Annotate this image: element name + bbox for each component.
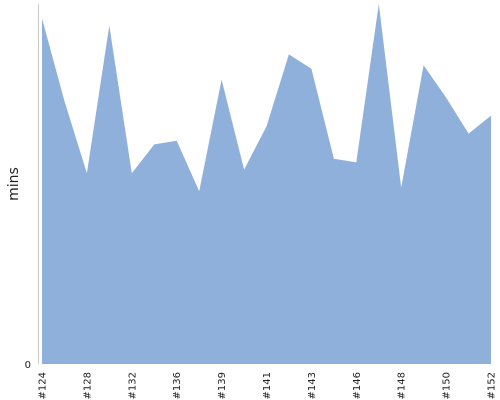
x-tick-label-132: #132 (127, 372, 138, 399)
x-tick-label-150: #150 (442, 372, 453, 399)
x-tick-labels: #124 #128 #132 #136 #139 #141 #143 #146 #148 #150… (38, 372, 498, 399)
x-tick-label-136: #136 (172, 372, 183, 399)
area-series (42, 4, 491, 364)
x-tick-label-146: #146 (352, 372, 363, 399)
y-axis-label: mins (6, 167, 22, 201)
x-tick-label-143: #143 (307, 372, 318, 399)
x-tick-label-124: #124 (38, 372, 49, 399)
plot-area (42, 4, 491, 364)
x-tick-label-148: #148 (397, 372, 408, 399)
x-tick-label-152: #152 (487, 372, 498, 399)
y-tick-label-0: 0 (25, 360, 31, 371)
x-tick-label-139: #139 (217, 372, 228, 399)
x-tick-label-141: #141 (262, 372, 273, 399)
x-tick-label-128: #128 (82, 372, 93, 399)
